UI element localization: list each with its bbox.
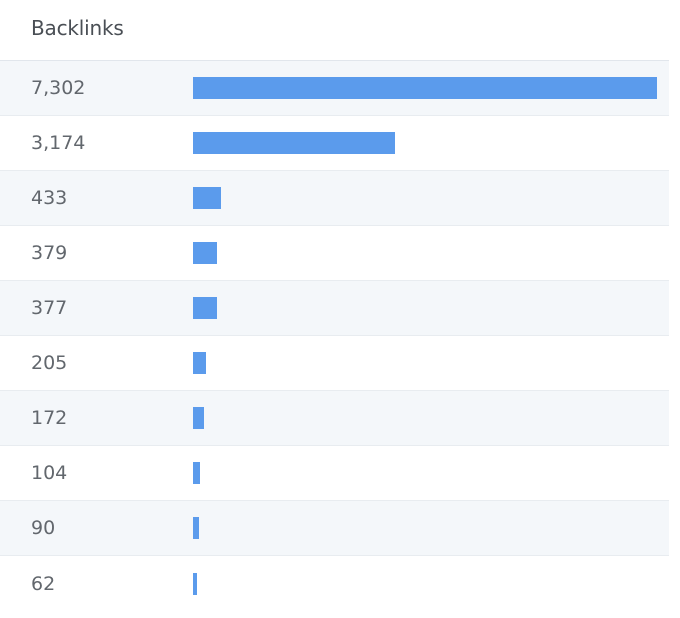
backlink-count: 377 [31,297,68,319]
table-row[interactable]: 172 [0,391,669,446]
bar-track [193,77,657,99]
bar-track [193,132,657,154]
backlink-bar [193,517,199,539]
bar-track [193,352,657,374]
backlink-bar [193,132,395,154]
backlink-bar [193,462,200,484]
backlink-count: 62 [31,572,56,595]
backlink-count: 3,174 [31,132,86,154]
bar-track [193,407,657,429]
table-row[interactable]: 104 [0,446,669,501]
bar-track [193,187,657,209]
table-row[interactable]: 3,174 [0,116,669,171]
backlinks-panel: Backlinks 7,302 3,174 433 379 377 205 172 104 90… [0,0,669,611]
bar-track [193,462,657,484]
backlink-count: 90 [31,517,56,539]
table-row[interactable]: 379 [0,226,669,281]
table-row[interactable]: 205 [0,336,669,391]
bar-track [193,297,657,319]
backlink-count: 104 [31,462,68,484]
column-header-title[interactable]: Backlinks [31,16,124,40]
column-header: Backlinks [0,0,669,61]
bar-track [193,517,657,539]
backlink-bar [193,297,217,319]
table-row[interactable]: 7,302 [0,61,669,116]
backlink-count: 205 [31,352,68,374]
backlink-bar [193,407,204,429]
backlink-count: 433 [31,187,68,209]
bar-track [193,242,657,264]
backlink-bar [193,77,657,99]
backlink-bar [193,242,218,264]
backlink-count: 379 [31,242,68,264]
backlink-count: 7,302 [31,77,86,99]
backlink-count: 172 [31,407,68,429]
backlinks-list: 7,302 3,174 433 379 377 205 172 104 90 62 [0,61,669,611]
table-row[interactable]: 62 [0,556,669,611]
bar-track [193,572,657,595]
table-row[interactable]: 90 [0,501,669,556]
backlink-bar [193,572,197,595]
backlink-bar [193,352,207,374]
table-row[interactable]: 433 [0,171,669,226]
backlink-bar [193,187,221,209]
table-row[interactable]: 377 [0,281,669,336]
